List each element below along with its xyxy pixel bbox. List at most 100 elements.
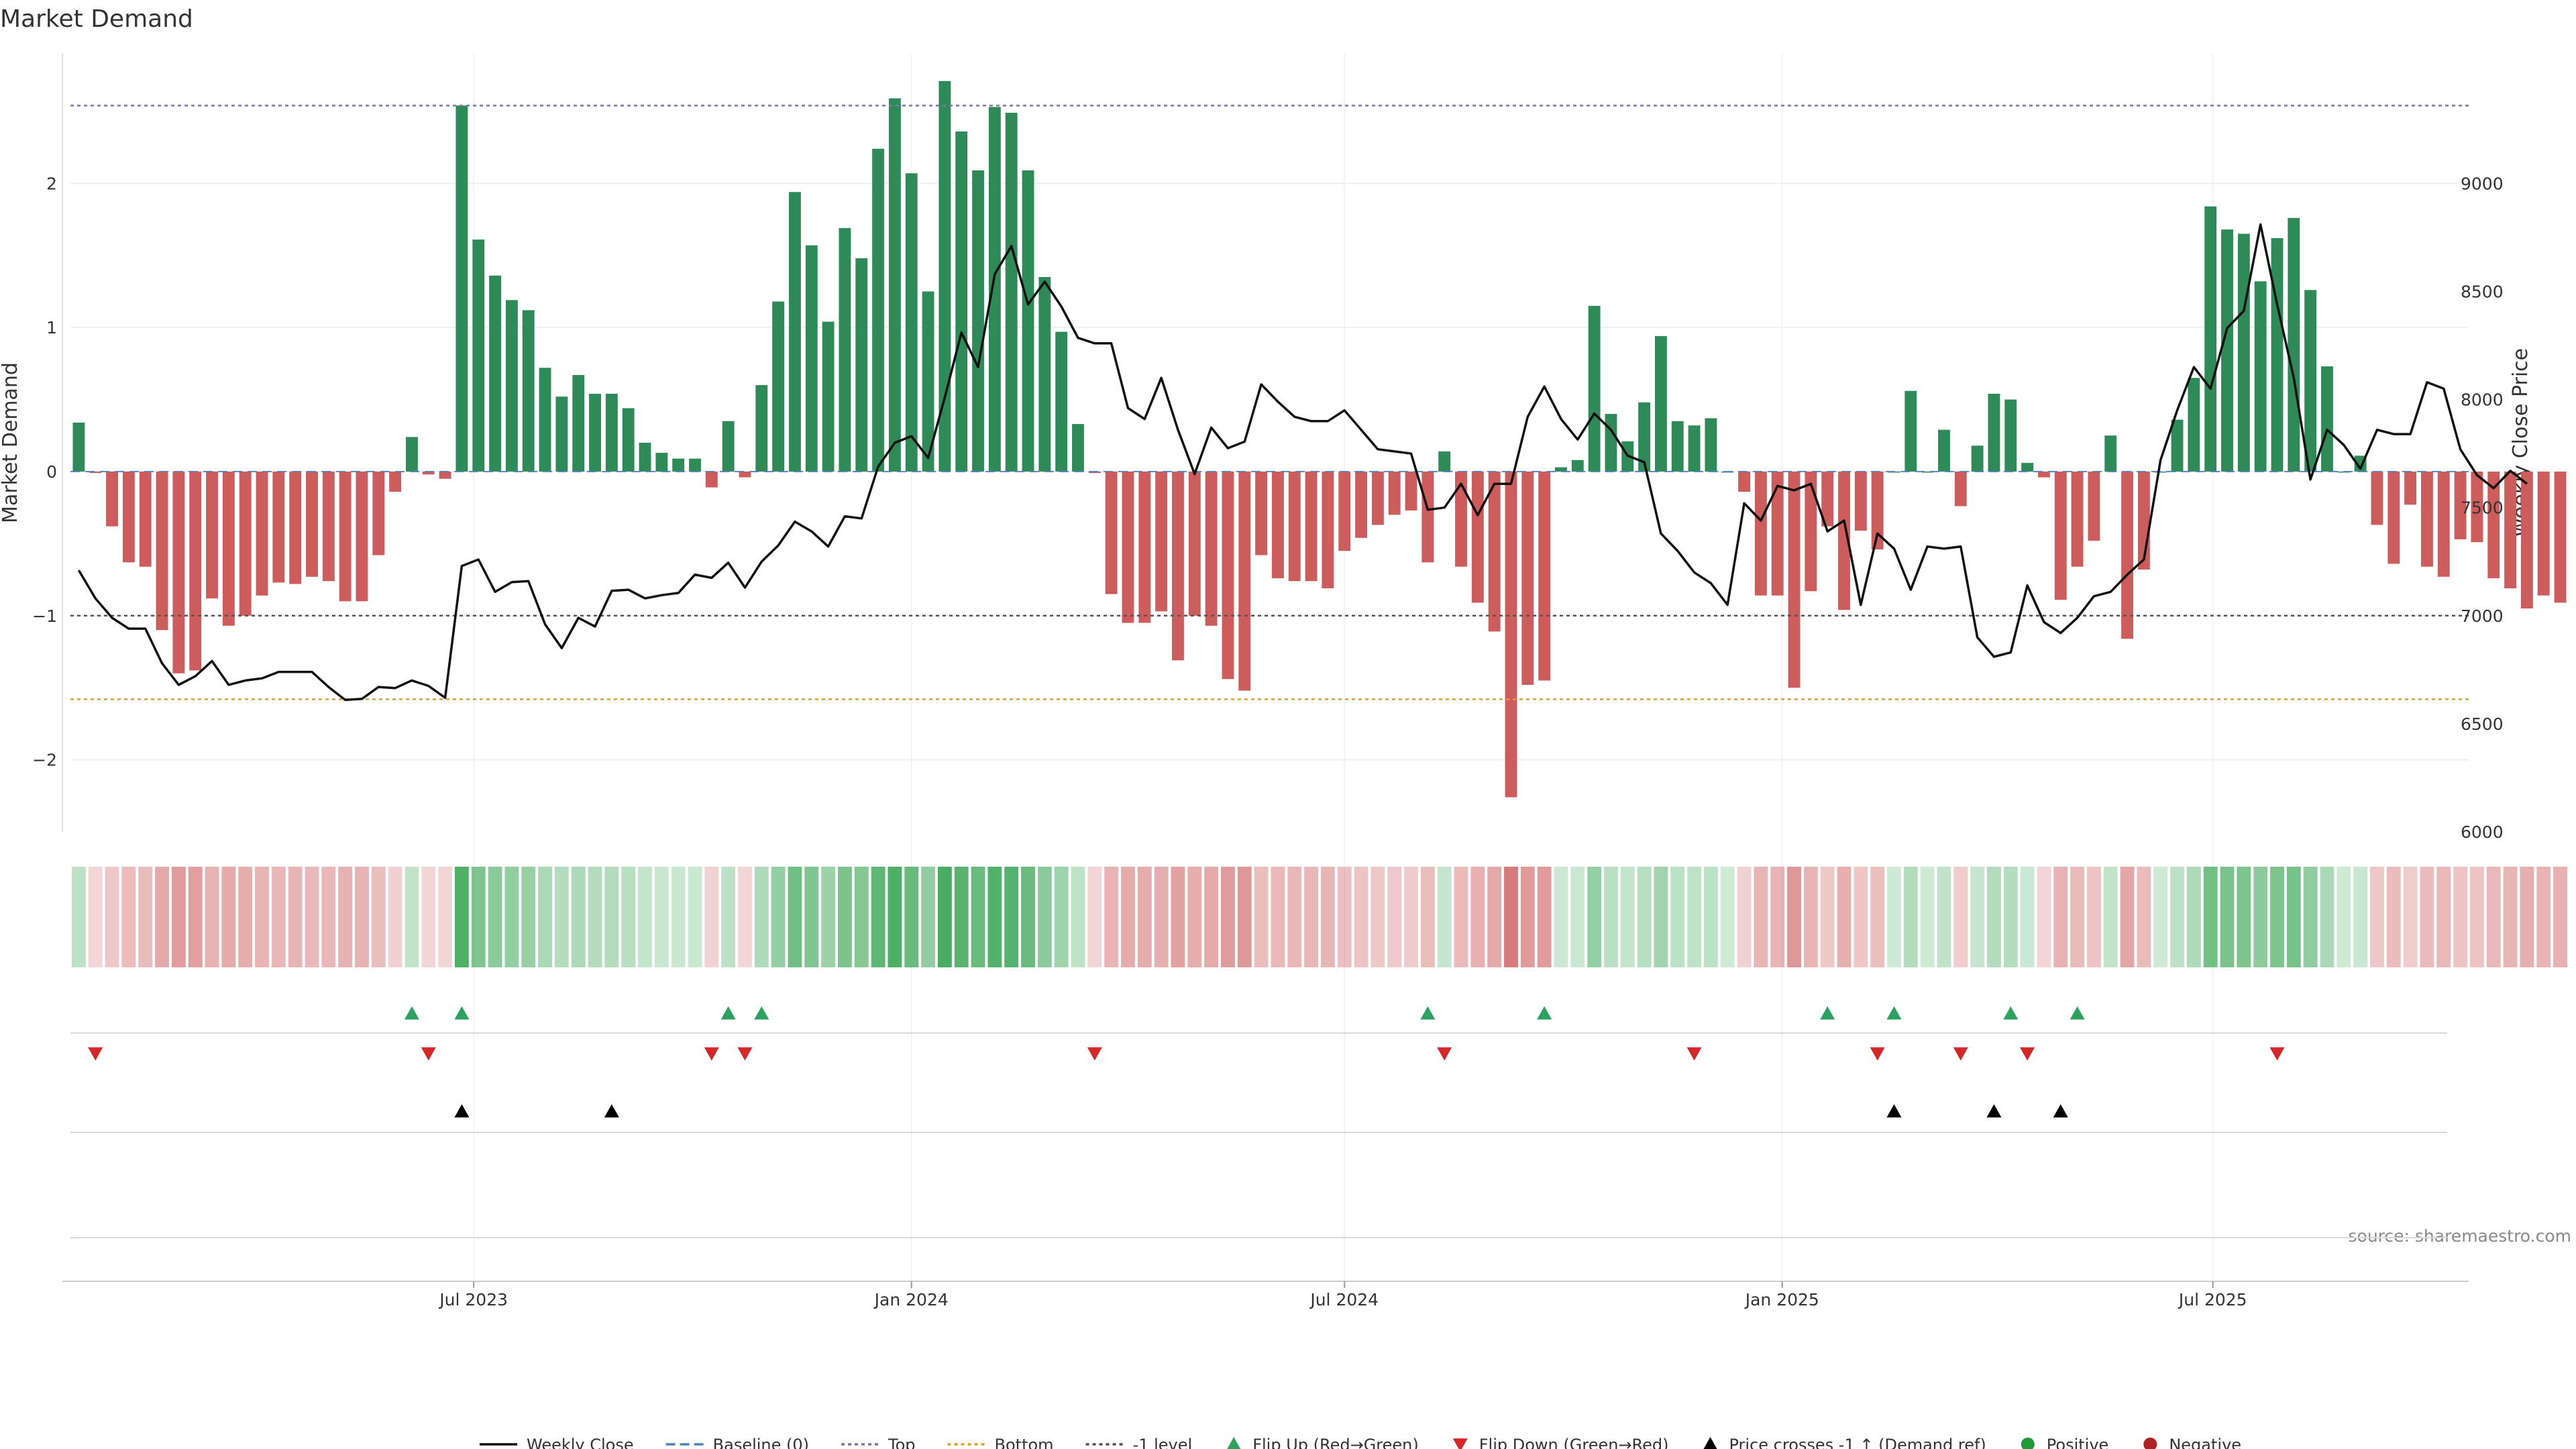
signal-cell [71, 867, 86, 967]
signal-cell [654, 867, 669, 967]
price-line-layer [77, 223, 2528, 702]
demand-bar [1588, 305, 1601, 472]
signal-cell [1171, 867, 1185, 967]
price-cross-marker [1886, 1104, 1902, 1118]
signal-cell [1121, 867, 1135, 967]
signal-cell [1087, 867, 1102, 967]
demand-bar [2088, 471, 2100, 541]
demand-bar [206, 471, 218, 598]
demand-bar [1805, 471, 1817, 592]
demand-bar [2004, 399, 2017, 472]
signal-cell [1770, 867, 1785, 967]
demand-bar [972, 170, 984, 472]
x-tick-label: Jul 2024 [1309, 1290, 1379, 1309]
demand-bar [1022, 170, 1034, 472]
demand-bar [2104, 435, 2117, 472]
demand-bar [922, 291, 934, 472]
demand-bar [1305, 471, 1318, 582]
demand-bar [705, 471, 718, 488]
signal-cell [305, 867, 319, 967]
demand-bar [1854, 471, 1867, 531]
demand-bar [1205, 471, 1218, 626]
x-tick-label: Jul 2025 [2178, 1290, 2247, 1309]
signal-cell [2420, 867, 2434, 967]
demand-bar [2204, 206, 2217, 472]
left-tick-label: 0 [46, 462, 57, 482]
demand-bar [1521, 471, 1534, 685]
demand-bar [1288, 471, 1301, 582]
demand-bar [2537, 471, 2550, 596]
demand-bars [72, 80, 2567, 798]
demand-bar [1255, 471, 1268, 555]
demand-bar [239, 471, 252, 616]
signal-cell [1387, 867, 1402, 967]
demand-bar [555, 396, 568, 472]
demand-bar [2520, 471, 2533, 609]
demand-bar [406, 437, 418, 472]
demand-bar [222, 471, 235, 626]
signal-cell [2353, 867, 2368, 967]
demand-bar [339, 471, 352, 602]
signal-cell [1587, 867, 1602, 967]
demand-bar [1438, 451, 1451, 472]
demand-bar [1754, 471, 1767, 596]
signal-cell [2003, 867, 2018, 967]
signal-cell [388, 867, 402, 967]
demand-bar [372, 471, 385, 555]
signal-cell [688, 867, 702, 967]
left-tick-label: −2 [32, 751, 57, 770]
demand-bar [839, 227, 851, 472]
signal-cell [1454, 867, 1468, 967]
legend-label: Flip Down (Green→Red) [1479, 1436, 1669, 1449]
demand-bar [1188, 471, 1201, 616]
demand-bar [472, 239, 485, 472]
demand-bar [1688, 425, 1701, 472]
signal-cell [1037, 867, 1052, 967]
signal-cell [355, 867, 369, 967]
signal-cell [888, 867, 902, 967]
signal-cell [1803, 867, 1818, 967]
demand-bar [2121, 471, 2133, 639]
signal-cell [921, 867, 935, 967]
signal-cell [488, 867, 502, 967]
demand-bar [455, 105, 468, 472]
signal-cell [2370, 867, 2384, 967]
demand-bar [156, 471, 168, 631]
signal-cell [2486, 867, 2501, 967]
signal-cell [854, 867, 869, 967]
flip-down-marker [2020, 1047, 2035, 1061]
signal-cell [271, 867, 286, 967]
signal-cell [954, 867, 969, 967]
signal-cell [721, 867, 736, 967]
legend-label: Weekly Close [527, 1436, 634, 1449]
legend-label: Flip Up (Red→Green) [1252, 1436, 1419, 1449]
price-cross-marker [2053, 1104, 2068, 1118]
signal-cell [2553, 867, 2567, 967]
demand-bar [905, 173, 918, 472]
flip-down-marker [1437, 1047, 1452, 1061]
demand-bar [805, 245, 818, 472]
signal-cell [554, 867, 569, 967]
signal-cell [871, 867, 885, 967]
signal-cell [504, 867, 519, 967]
signal-cell [255, 867, 269, 967]
flip-up-marker [1537, 1006, 1552, 1020]
demand-bar [439, 471, 451, 479]
left-tick-label: −1 [32, 606, 57, 626]
x-tick-label: Jul 2023 [438, 1290, 508, 1309]
demand-bar [2271, 237, 2284, 472]
signal-cell [821, 867, 836, 967]
signal-cell [2203, 867, 2218, 967]
demand-bar [505, 300, 518, 472]
demand-bar [855, 258, 868, 472]
flip-up-marker [404, 1006, 419, 1020]
left-axis-title: Market Demand [0, 362, 22, 523]
signal-cell [1987, 867, 2001, 967]
signal-cell [2120, 867, 2135, 967]
signal-cell [937, 867, 952, 967]
signal-cell [1537, 867, 1552, 967]
signal-cell [1887, 867, 1901, 967]
demand-bar [1738, 471, 1750, 492]
flip-down-marker [1087, 1047, 1102, 1061]
signal-cell [238, 867, 253, 967]
